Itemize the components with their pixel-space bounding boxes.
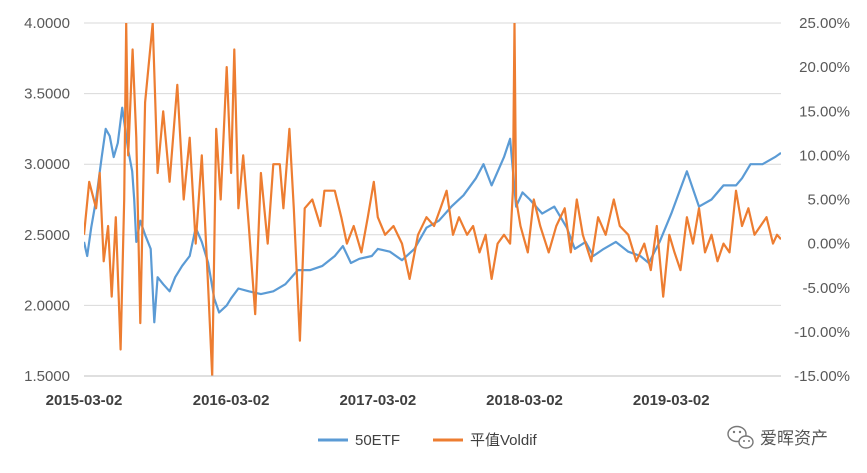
series-lines bbox=[84, 23, 781, 376]
left-y-tick-label: 2.0000 bbox=[24, 297, 70, 314]
left-y-tick-label: 3.5000 bbox=[24, 86, 70, 103]
right-y-tick-label: 25.00% bbox=[799, 15, 850, 32]
watermark: 爱晖资产 bbox=[727, 425, 828, 449]
right-y-axis-ticks: -15.00% -10.00% -5.00% 0.00% 5.00% 10.00% 15.0… bbox=[794, 15, 850, 385]
legend: 50ETF 平值Voldif bbox=[318, 432, 538, 449]
left-y-tick-label: 4.0000 bbox=[24, 15, 70, 32]
x-axis-ticks: 2015-03-02 2016-03-02 2017-03-02 2018-03-02… bbox=[46, 375, 781, 409]
right-y-tick-label: 15.00% bbox=[799, 103, 850, 120]
series-line-50etf bbox=[84, 106, 781, 324]
right-y-tick-label: 10.00% bbox=[799, 147, 850, 164]
x-tick-label: 2019-03-02 bbox=[633, 392, 710, 409]
x-tick-label: 2017-03-02 bbox=[339, 392, 416, 409]
wechat-icon bbox=[727, 425, 754, 449]
right-y-tick-label: 0.00% bbox=[807, 236, 850, 253]
watermark-text: 爱晖资产 bbox=[760, 429, 828, 449]
left-y-axis-ticks: 1.5000 2.0000 2.5000 3.0000 3.5000 4.0000 bbox=[24, 15, 70, 385]
x-tick-label: 2016-03-02 bbox=[193, 392, 270, 409]
right-y-tick-label: 5.00% bbox=[807, 192, 850, 209]
right-y-tick-label: -10.00% bbox=[794, 324, 850, 341]
x-tick-label: 2018-03-02 bbox=[486, 392, 563, 409]
series-line-voldif bbox=[84, 23, 781, 376]
legend-label-50etf: 50ETF bbox=[355, 432, 400, 449]
right-y-tick-label: -15.00% bbox=[794, 368, 850, 385]
legend-label-voldif: 平值Voldif bbox=[470, 432, 538, 449]
right-y-tick-label: -5.00% bbox=[802, 280, 850, 297]
left-y-tick-label: 3.0000 bbox=[24, 156, 70, 173]
right-y-tick-label: 20.00% bbox=[799, 59, 850, 76]
x-tick-label: 2015-03-02 bbox=[46, 392, 123, 409]
left-y-tick-label: 1.5000 bbox=[24, 368, 70, 385]
left-y-tick-label: 2.5000 bbox=[24, 227, 70, 244]
